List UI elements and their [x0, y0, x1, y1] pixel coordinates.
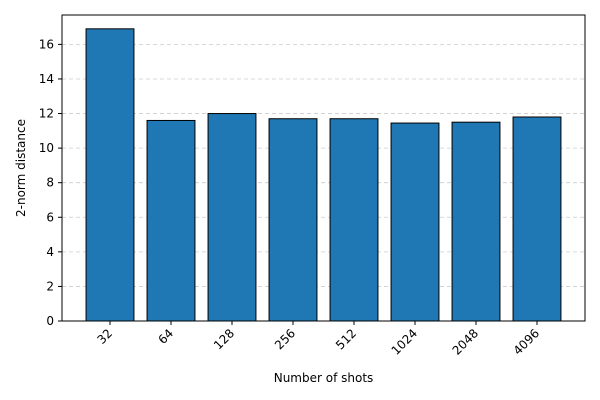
bars [85, 28, 562, 322]
y-axis-ticks: 0 2 4 6 8 10 12 14 16 [39, 37, 62, 328]
bar-1024 [390, 122, 440, 322]
plot-frame [61, 14, 586, 322]
x-tick-label: 1024 [389, 326, 420, 357]
y-tick-label: 12 [39, 107, 54, 121]
bar-64 [146, 119, 196, 322]
bar-128 [207, 113, 257, 322]
bar-512 [329, 118, 379, 322]
y-tick-label: 4 [46, 245, 54, 259]
x-tick-label: 32 [94, 326, 115, 347]
x-tick-label: 4096 [511, 326, 542, 357]
bar-256 [268, 118, 318, 322]
x-tick-label: 256 [272, 326, 298, 352]
y-tick-label: 16 [39, 37, 54, 51]
y-tick-label: 0 [46, 314, 54, 328]
x-tick-label: 2048 [450, 326, 481, 357]
bar-2048 [451, 121, 501, 322]
y-tick-label: 14 [39, 72, 54, 86]
y-tick-label: 2 [46, 279, 54, 293]
y-tick-label: 6 [46, 210, 54, 224]
x-tick-label: 128 [211, 326, 237, 352]
bar-4096 [512, 116, 562, 322]
x-tick-label: 512 [333, 326, 359, 352]
bar-32 [85, 28, 135, 322]
y-tick-label: 10 [39, 141, 54, 155]
x-axis-label: Number of shots [274, 371, 374, 385]
y-axis-label: 2-norm distance [14, 119, 28, 217]
y-tick-label: 8 [46, 176, 54, 190]
y-gridlines [62, 43, 585, 287]
x-tick-label: 64 [155, 326, 176, 347]
x-axis-ticks: 32 64 128 256 512 1024 2048 4096 [94, 321, 542, 358]
